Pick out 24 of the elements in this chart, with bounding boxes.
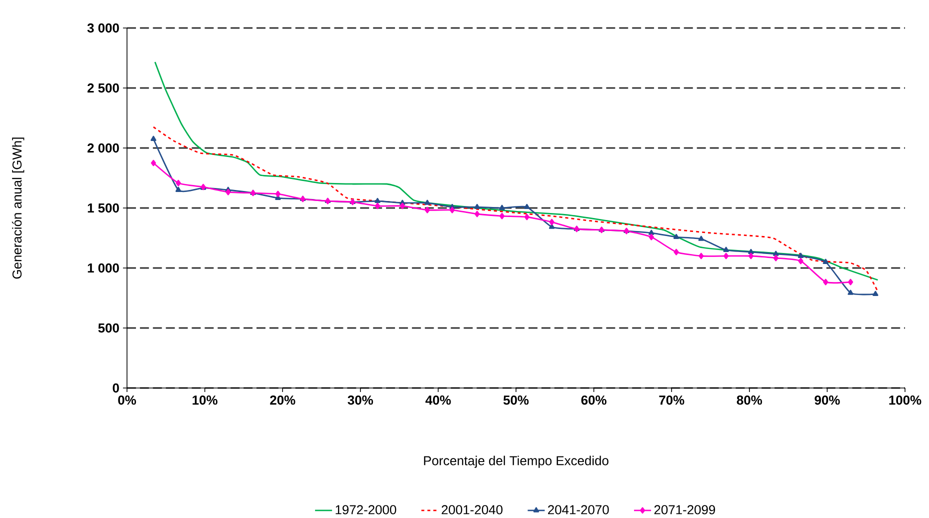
x-tick-label: 0% [118,396,136,405]
y-tick-label: 1 000 [88,263,119,273]
x-tick-label: 60% [581,396,606,405]
x-tick-label: 40% [425,396,451,405]
x-tick-label: 90% [814,396,840,405]
legend-label: 2041-2070 [548,505,609,514]
y-axis-title: Generación anual [GWh] [12,138,24,279]
y-tick-label: 2 000 [88,143,119,153]
y-tick-label: 3 000 [87,23,119,33]
x-tick-label: 50% [503,396,529,405]
y-tick-label: 0 [112,383,119,393]
y-tick-label: 1 500 [88,203,119,213]
x-tick-label: 70% [659,396,684,405]
x-tick-label: 20% [270,396,296,405]
legend-label: 2071-2099 [654,505,716,514]
y-tick-label: 2 500 [88,83,119,93]
y-tick-label: 500 [98,323,119,333]
legend-label: 1972-2000 [336,505,396,514]
legend-label: 2001-2040 [442,505,502,514]
x-tick-label: 10% [192,396,218,405]
x-axis-title: Porcentaje del Tiempo Excedido [424,456,608,468]
x-tick-label: 80% [736,396,762,405]
x-tick-label: 30% [348,396,374,405]
x-tick-label: 100% [889,396,922,405]
